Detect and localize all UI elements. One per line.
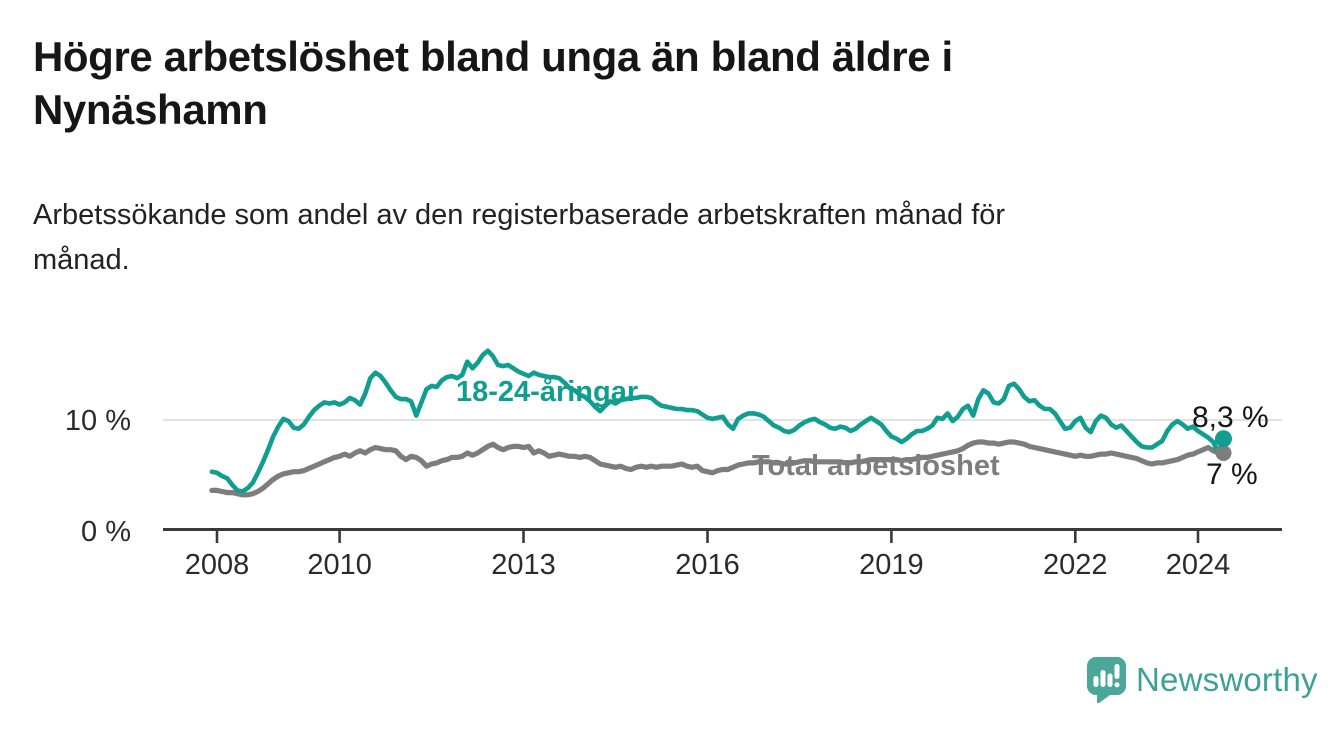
- chart-subtitle-line-2: månad.: [33, 244, 130, 276]
- newsworthy-bar-chart-bubble-icon: [1087, 657, 1126, 704]
- chart-subtitle-line-1: Arbetssökande som andel av den registerb…: [33, 199, 1006, 231]
- end-value-label-total: 7 %: [1206, 458, 1258, 491]
- x-tick-label-2019: 2019: [859, 549, 924, 581]
- end-value-label-youth: 8,3 %: [1192, 401, 1269, 434]
- newsworthy-wordmark: Newsworthy: [1136, 661, 1318, 698]
- series-label-youth: 18-24-åringar: [456, 376, 638, 408]
- x-tick-label-2010: 2010: [307, 549, 372, 581]
- end-dot-youth: [1215, 430, 1232, 448]
- y-tick-label-10: 10 %: [65, 405, 131, 437]
- page-title: Högre arbetslöshet bland unga än bland ä…: [33, 30, 1310, 136]
- series-line-total: [209, 439, 1227, 498]
- page-title-line-1: Högre arbetslöshet bland unga än bland ä…: [33, 33, 953, 80]
- series-line-youth: [209, 348, 1226, 494]
- chart-subtitle: Arbetssökande som andel av den registerb…: [33, 193, 1280, 283]
- x-tick-label-2013: 2013: [491, 549, 556, 581]
- end-dot-total: [1215, 445, 1232, 461]
- x-tick-label-2016: 2016: [675, 549, 740, 581]
- series-layer: [209, 348, 1232, 498]
- x-tick-label-2008: 2008: [185, 549, 250, 581]
- y-tick-label-0: 0 %: [81, 516, 131, 548]
- series-label-total: Total arbetslöshet: [752, 450, 1000, 482]
- newsworthy-logo: Newsworthy: [1086, 654, 1318, 706]
- page-title-line-2: Nynäshamn: [33, 86, 268, 133]
- x-tick-label-2024: 2024: [1166, 549, 1231, 581]
- x-axis-ticks: 2008 2010 2013 2016 2019 2022 2024: [185, 531, 1231, 581]
- x-tick-label-2022: 2022: [1043, 549, 1108, 581]
